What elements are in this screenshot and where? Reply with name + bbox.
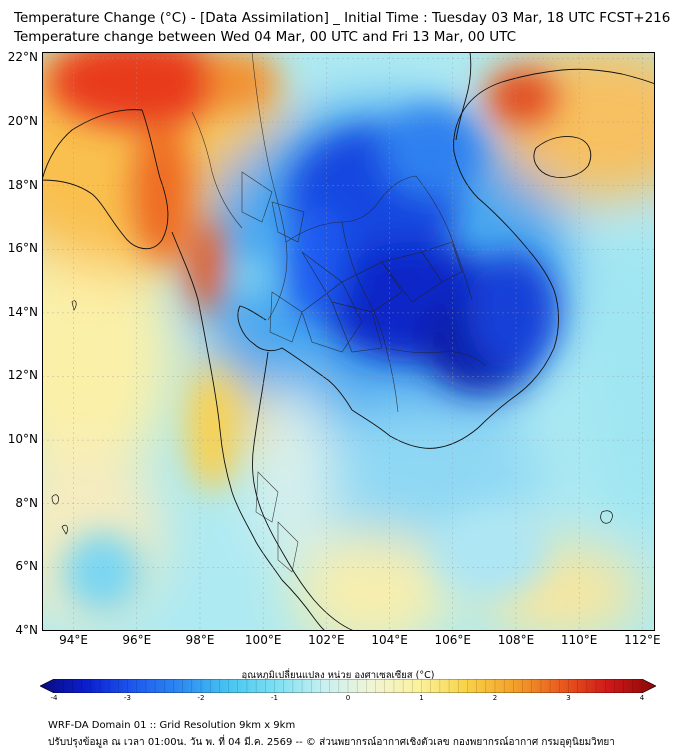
- thai-peninsula-east: [252, 351, 355, 631]
- lat-label-4: 4°N: [15, 623, 38, 637]
- colorbar-tick-m3: -3: [124, 694, 131, 702]
- colorbar-tick-0: 0: [345, 694, 351, 702]
- lon-label-98: 98°E: [185, 633, 215, 647]
- lat-label-14: 14°N: [7, 304, 38, 319]
- andaman-coast: [171, 231, 283, 581]
- lon-label-110: 110°E: [560, 633, 598, 647]
- thailand-laos-border: [285, 175, 417, 243]
- lat-label-6: 6°N: [15, 559, 38, 574]
- admin-borders: [191, 52, 487, 573]
- colorbar-title: อุณหภูมิเปลี่ยนแปลง หน่วย องศาเซลเซียส (…: [241, 670, 435, 681]
- chart-subtitle: Temperature change between Wed 04 Mar, 0…: [14, 29, 517, 45]
- temperature-field-cores: [47, 52, 557, 612]
- thai-provinces-2: [301, 281, 363, 353]
- colorbar-tick-m2: -2: [197, 694, 205, 702]
- colorbar: [40, 679, 656, 693]
- map-frame: [42, 52, 655, 631]
- lon-label-112: 112°E: [624, 633, 661, 647]
- andaman-island: [71, 300, 77, 311]
- chart-title: Temperature Change (°C) - [Data Assimila…: [14, 10, 671, 26]
- nicobar-island-2: [61, 524, 68, 535]
- thai-provinces-6: [241, 171, 273, 223]
- lat-label-22: 22°N: [7, 50, 38, 65]
- cambodia-vietnam-border: [385, 347, 487, 367]
- thai-provinces-4: [331, 301, 383, 353]
- lat-label-20: 20°N: [7, 113, 38, 128]
- hainan-island: [533, 136, 592, 178]
- laos-provinces: [421, 241, 463, 283]
- lat-label-10: 10°N: [7, 432, 38, 447]
- malaysia-states: [277, 521, 299, 573]
- colorbar-tick-1: 1: [419, 694, 424, 702]
- myanmar-internal-1: [191, 111, 243, 229]
- colorbar-bar: [40, 679, 656, 693]
- islands: [51, 300, 613, 535]
- thai-provinces-7: [271, 201, 305, 243]
- lon-label-94: 94°E: [59, 633, 89, 647]
- temperature-change-map[interactable]: [42, 52, 655, 631]
- lon-label-106: 106°E: [434, 633, 472, 647]
- lat-label-12: 12°N: [7, 368, 38, 383]
- indochina-east-coast: [351, 81, 559, 449]
- thai-provinces-5: [269, 291, 303, 343]
- lon-label-104: 104°E: [371, 633, 408, 647]
- laos-cambodia-border: [341, 221, 399, 413]
- lon-label-100: 100°E: [244, 633, 282, 647]
- coastlines: [42, 52, 655, 631]
- gulf-of-thailand-north: [237, 305, 353, 411]
- lon-label-108: 108°E: [497, 633, 535, 647]
- south-thai-provinces: [255, 471, 279, 523]
- colorbar-tick-3: 3: [566, 694, 571, 702]
- lat-label-16: 16°N: [7, 241, 38, 256]
- myanmar-thailand-border: [251, 52, 288, 321]
- footer-credit: ปรับปรุงข้อมูล ณ เวลา 01:00น. วัน พ. ที่…: [48, 737, 615, 748]
- footer-model-info: WRF-DA Domain 01 :: Grid Resolution 9km …: [48, 720, 296, 731]
- spratly-island: [600, 510, 613, 524]
- laos-vietnam-border: [415, 175, 473, 301]
- graticule: [42, 52, 655, 631]
- colorbar-tick-m4: -4: [50, 694, 58, 702]
- lat-label-18: 18°N: [7, 177, 38, 192]
- malay-west-coast: [281, 579, 327, 631]
- map-panel[interactable]: [42, 52, 655, 631]
- colorbar-tick-2: 2: [492, 694, 498, 702]
- south-china-coast: [501, 68, 655, 85]
- colorbar-tick-4: 4: [639, 694, 645, 702]
- lon-label-96: 96°E: [122, 633, 152, 647]
- myanmar-coast: [42, 109, 169, 250]
- colorbar-tick-m1: -1: [271, 694, 278, 702]
- lon-label-102: 102°E: [308, 633, 345, 647]
- gulf-of-tonkin-west: [455, 52, 472, 141]
- lat-label-8: 8°N: [15, 495, 38, 510]
- nicobar-island-1: [51, 494, 59, 505]
